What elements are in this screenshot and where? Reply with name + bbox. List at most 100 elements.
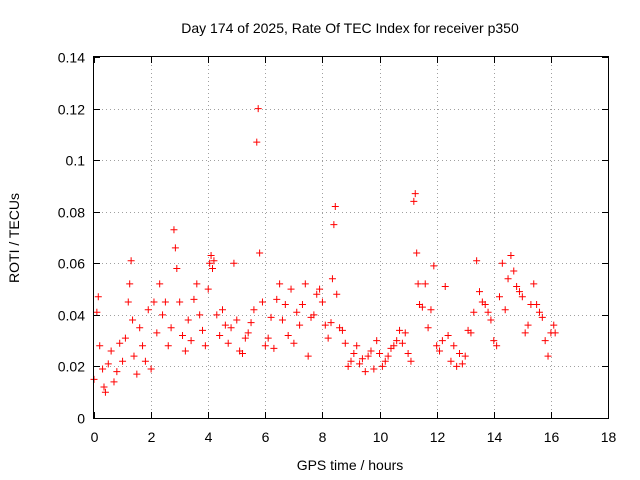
data-point [551, 329, 559, 337]
data-point [250, 306, 258, 314]
data-point [501, 306, 509, 314]
data-point [101, 388, 109, 396]
data-point [393, 337, 401, 345]
data-point [413, 249, 421, 257]
data-point [273, 295, 281, 303]
data-point [209, 264, 217, 272]
data-point [414, 280, 422, 288]
data-point [376, 350, 384, 358]
data-point [347, 357, 355, 365]
grid-lines [94, 57, 608, 418]
data-point [550, 321, 558, 329]
data-point [96, 342, 104, 350]
data-point [206, 259, 214, 267]
data-point [535, 308, 543, 316]
data-point [254, 105, 262, 113]
data-point [447, 357, 455, 365]
data-point [330, 221, 338, 229]
data-point [296, 321, 304, 329]
data-point [424, 324, 432, 332]
data-point [484, 308, 492, 316]
data-point [338, 326, 346, 334]
data-point [253, 138, 261, 146]
data-point [230, 259, 238, 267]
data-point [196, 311, 204, 319]
data-point [324, 334, 332, 342]
data-point [544, 352, 552, 360]
data-point [436, 347, 444, 355]
data-point [244, 329, 252, 337]
data-point [99, 365, 107, 373]
data-point [321, 321, 329, 329]
data-point [126, 280, 134, 288]
data-point [179, 331, 187, 339]
y-tick-label: 0.14 [58, 50, 85, 66]
data-point [127, 257, 135, 265]
data-point [100, 383, 108, 391]
data-point [190, 295, 198, 303]
data-point [199, 326, 207, 334]
data-point [404, 350, 412, 358]
data-point [444, 331, 452, 339]
y-tick-label: 0.08 [58, 205, 85, 221]
data-point [224, 339, 232, 347]
x-tick-label: 12 [430, 429, 446, 445]
data-point [364, 352, 372, 360]
data-point [370, 365, 378, 373]
data-point [139, 342, 147, 350]
data-point [219, 306, 226, 314]
data-point [398, 339, 406, 347]
data-point [210, 257, 218, 265]
data-point [119, 357, 127, 365]
data-point [541, 337, 549, 345]
data-point [411, 190, 419, 198]
data-point [150, 298, 158, 306]
x-tick-label: 10 [373, 429, 389, 445]
data-point [287, 285, 295, 293]
data-point [94, 293, 102, 301]
data-point [350, 350, 358, 358]
data-point [241, 334, 249, 342]
data-point [381, 357, 389, 365]
y-tick-label: 0 [77, 411, 85, 427]
data-point [331, 203, 339, 211]
data-point [104, 360, 112, 368]
data-point [327, 319, 335, 327]
data-point [530, 280, 538, 288]
y-axis-label: ROTI / TECUs [6, 193, 22, 283]
data-point [116, 339, 124, 347]
data-point [258, 298, 266, 306]
data-point [201, 342, 209, 350]
data-point [167, 324, 175, 332]
data-point [170, 226, 178, 234]
data-point [281, 301, 289, 309]
data-point [301, 280, 309, 288]
data-point [187, 337, 195, 345]
data-point [493, 342, 501, 350]
data-point [136, 324, 144, 332]
data-point [453, 362, 461, 370]
data-point [498, 259, 506, 267]
data-point [421, 280, 429, 288]
data-point [438, 337, 446, 345]
data-point [290, 339, 298, 347]
data-point [233, 316, 241, 324]
y-tick-label: 0.1 [66, 153, 86, 169]
data-point [490, 337, 498, 345]
data-point [401, 329, 409, 337]
data-point [121, 334, 129, 342]
data-point [473, 257, 481, 265]
x-tick-label: 2 [148, 429, 156, 445]
data-point [216, 331, 224, 339]
data-point [333, 290, 341, 298]
data-point [456, 350, 464, 358]
data-point [161, 298, 169, 306]
data-point [256, 249, 264, 257]
data-point [93, 308, 101, 316]
data-points [90, 105, 559, 396]
data-point [396, 326, 404, 334]
data-point [173, 264, 181, 272]
data-point [164, 342, 172, 350]
data-point [467, 329, 475, 337]
